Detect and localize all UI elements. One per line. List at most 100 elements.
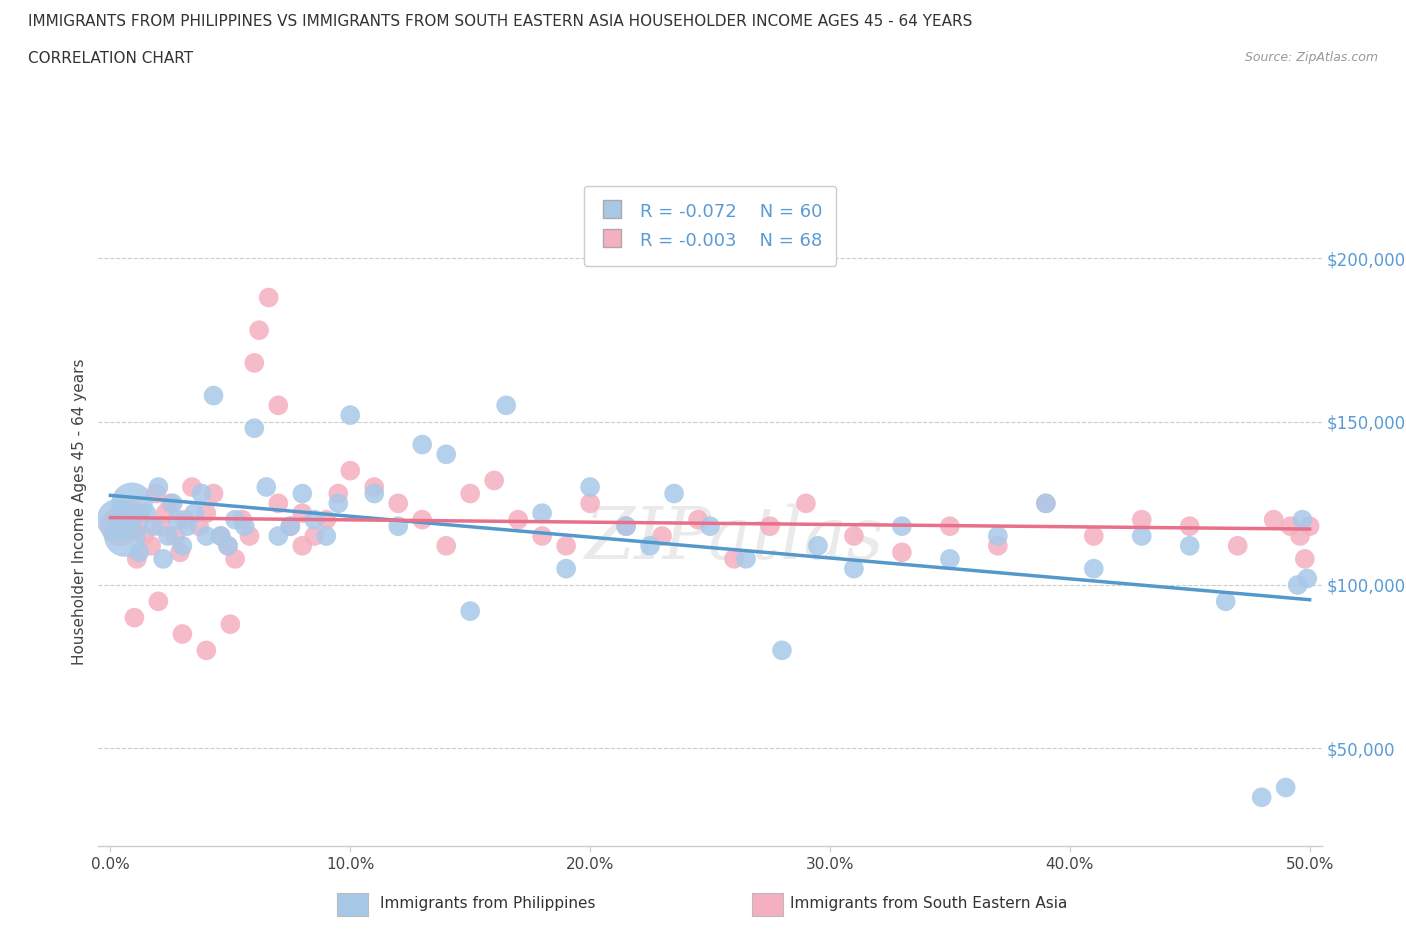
Point (114, 528, 136, 543)
Point (1298, 519, 1320, 534)
Point (142, 519, 165, 534)
Point (638, 538, 661, 553)
Point (555, 538, 578, 553)
Point (699, 519, 721, 534)
Point (614, 519, 637, 534)
Legend: R = -0.072    N = 60, R = -0.003    N = 68: R = -0.072 N = 60, R = -0.003 N = 68 (583, 186, 837, 266)
Y-axis label: Householder Income Ages 45 - 64 years: Householder Income Ages 45 - 64 years (72, 358, 87, 665)
Point (173, 512, 195, 527)
Point (141, 538, 163, 553)
Point (291, 538, 314, 553)
Point (411, 512, 433, 527)
Point (686, 512, 709, 527)
Point (1279, 519, 1302, 534)
Point (315, 528, 337, 543)
Point (108, 519, 131, 534)
Point (247, 323, 270, 338)
Point (387, 519, 409, 534)
Text: Immigrants from Philippines: Immigrants from Philippines (380, 897, 595, 911)
Point (267, 496, 290, 511)
Point (723, 551, 745, 566)
Point (495, 398, 517, 413)
Point (124, 610, 146, 625)
Text: CORRELATION CHART: CORRELATION CHART (28, 51, 193, 66)
Point (1250, 790, 1272, 804)
Point (233, 519, 256, 534)
Point (1274, 780, 1296, 795)
Point (107, 512, 129, 527)
Point (531, 528, 554, 543)
Point (1226, 538, 1249, 553)
Point (1294, 551, 1316, 566)
Point (181, 480, 204, 495)
Point (842, 561, 865, 576)
Point (304, 512, 326, 527)
Point (987, 528, 1010, 543)
Text: Immigrants from South Eastern Asia: Immigrants from South Eastern Asia (790, 897, 1067, 911)
Point (363, 486, 385, 501)
Point (387, 496, 409, 511)
Point (121, 496, 143, 511)
Point (328, 496, 350, 511)
Point (939, 551, 962, 566)
Point (278, 519, 301, 534)
Point (162, 496, 184, 511)
Point (165, 528, 187, 543)
Point (555, 561, 578, 576)
Point (278, 519, 301, 534)
Point (159, 496, 181, 511)
Point (1083, 528, 1105, 543)
Point (202, 388, 225, 403)
Text: ZIPatlas: ZIPatlas (585, 503, 884, 574)
Point (172, 538, 194, 553)
Point (1291, 512, 1313, 527)
Point (195, 643, 218, 658)
Point (145, 486, 167, 501)
Point (155, 506, 177, 521)
Point (411, 437, 433, 452)
Point (1296, 571, 1319, 586)
Point (1286, 578, 1309, 592)
Point (890, 545, 912, 560)
Point (807, 538, 830, 553)
Point (1263, 512, 1285, 527)
Point (1083, 561, 1105, 576)
Point (132, 528, 155, 543)
Point (172, 627, 194, 642)
Point (148, 480, 170, 495)
Point (531, 506, 554, 521)
Point (209, 528, 232, 543)
Point (125, 551, 148, 566)
Point (579, 480, 602, 495)
Point (1035, 496, 1057, 511)
Point (190, 486, 212, 501)
Point (176, 519, 198, 534)
Point (1130, 512, 1153, 527)
Point (149, 519, 172, 534)
Point (508, 512, 530, 527)
Point (1178, 519, 1201, 534)
Point (1178, 538, 1201, 553)
Point (169, 545, 191, 560)
Point (339, 463, 361, 478)
Point (1035, 496, 1057, 511)
Point (128, 545, 150, 560)
Point (1215, 594, 1237, 609)
Point (152, 551, 174, 566)
Point (217, 538, 239, 553)
Point (1289, 528, 1312, 543)
Point (224, 551, 246, 566)
Point (291, 506, 314, 521)
Point (363, 480, 385, 495)
Point (243, 420, 266, 435)
Point (267, 528, 290, 543)
Point (434, 538, 457, 553)
Point (842, 528, 865, 543)
Point (238, 528, 260, 543)
Point (243, 355, 266, 370)
Point (156, 528, 179, 543)
Point (328, 486, 350, 501)
Point (166, 512, 188, 527)
Point (651, 528, 673, 543)
Point (339, 407, 361, 422)
